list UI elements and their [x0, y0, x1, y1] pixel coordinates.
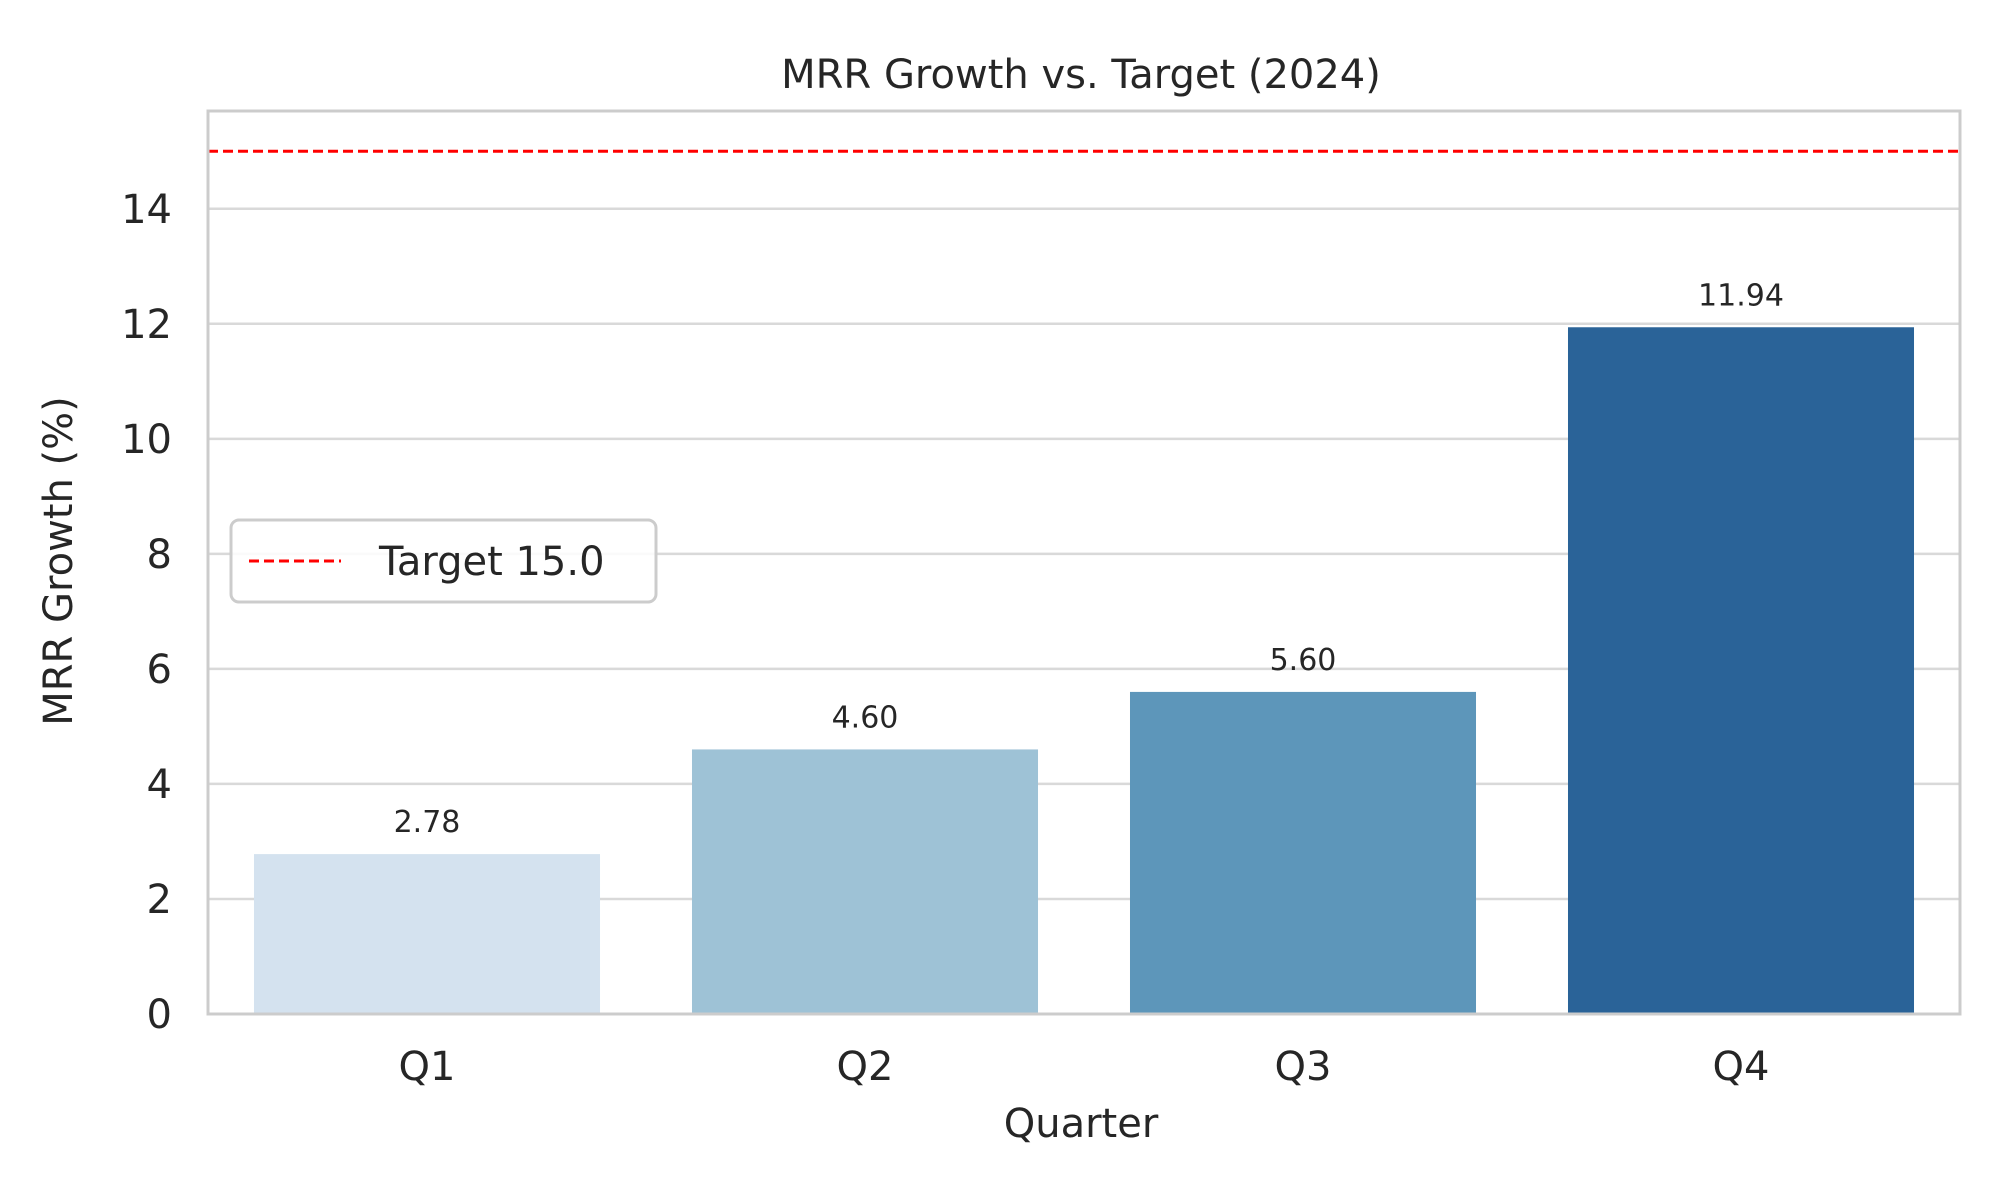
data-label-q4: 11.94 — [1698, 278, 1784, 313]
y-tick-label: 6 — [147, 647, 172, 693]
x-tick-label-q1: Q1 — [399, 1044, 456, 1090]
data-label-q2: 4.60 — [832, 700, 899, 735]
x-tick-label-q3: Q3 — [1275, 1044, 1332, 1090]
axes: 0 2 4 6 8 10 12 14 Q1 Q2 Q3 Q4 — [121, 109, 1962, 1090]
y-tick-label: 2 — [147, 877, 172, 923]
data-label-q1: 2.78 — [394, 805, 461, 840]
y-tick-label: 0 — [147, 992, 172, 1038]
bar-q1 — [253, 854, 601, 1014]
bar-q2 — [691, 749, 1039, 1014]
chart-title: MRR Growth vs. Target (2024) — [781, 52, 1381, 98]
bar-q4 — [1567, 327, 1915, 1014]
x-tick-label-q4: Q4 — [1713, 1044, 1770, 1090]
legend-box — [229, 518, 658, 604]
y-axis-label: MRR Growth (%) — [36, 396, 82, 726]
y-tick-label: 8 — [147, 532, 172, 578]
x-tick-label-q2: Q2 — [837, 1044, 894, 1090]
bar-q3 — [1129, 691, 1477, 1014]
legend: Target 15.0 — [229, 518, 658, 604]
y-tick-label: 12 — [121, 302, 172, 348]
plot-frame — [206, 109, 1962, 1016]
y-tick-label: 10 — [121, 417, 172, 463]
bars — [253, 327, 1915, 1014]
data-label-q3: 5.60 — [1270, 643, 1337, 678]
y-tick-label: 4 — [147, 762, 172, 808]
legend-label-target: Target 15.0 — [378, 539, 605, 585]
x-axis-label: Quarter — [1004, 1101, 1159, 1147]
data-labels: 2.78 4.60 5.60 11.94 — [394, 278, 1784, 840]
y-tick-label: 14 — [121, 187, 172, 233]
